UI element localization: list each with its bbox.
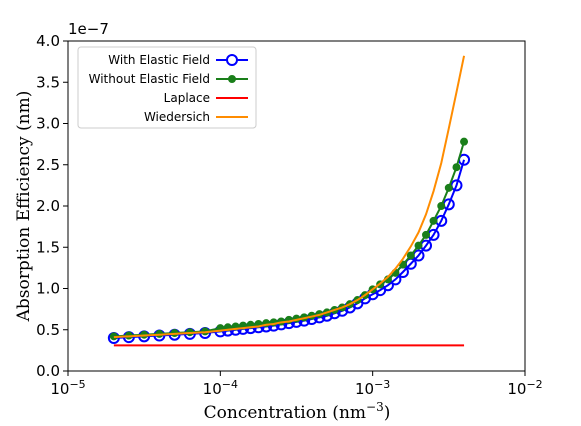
y-tick-label: 1.0 bbox=[36, 280, 60, 298]
data-point bbox=[460, 137, 469, 146]
x-axis-label: Concentration (nm−3) bbox=[204, 400, 391, 423]
x-tick-label: 10−5 bbox=[50, 378, 85, 398]
legend-label: Without Elastic Field bbox=[89, 72, 210, 86]
data-point bbox=[437, 202, 446, 210]
series-line bbox=[113, 55, 466, 339]
legend-label: Wiedersich bbox=[144, 110, 210, 124]
x-tick-base: 10 bbox=[355, 380, 374, 398]
data-point bbox=[406, 251, 415, 260]
y-tick-label: 0.0 bbox=[36, 362, 60, 380]
y-tick-label: 3.0 bbox=[36, 115, 60, 133]
data-point bbox=[429, 216, 438, 225]
x-axis-label-text: Concentration (nm bbox=[204, 403, 366, 423]
y-tick-label: 3.5 bbox=[36, 73, 60, 91]
legend-marker bbox=[226, 54, 238, 66]
y-axis-label: Absorption Efficiency (nm) bbox=[14, 91, 34, 323]
x-tick-base: 10 bbox=[50, 380, 69, 398]
plot-frame bbox=[67, 40, 526, 372]
x-tick-exponent: −3 bbox=[374, 378, 390, 391]
x-tick-exponent: −2 bbox=[526, 378, 542, 391]
legend-label: With Elastic Field bbox=[108, 53, 210, 67]
data-point bbox=[444, 183, 453, 192]
data-point bbox=[414, 241, 423, 250]
y-tick-label: 2.0 bbox=[36, 197, 60, 215]
data-point bbox=[422, 230, 431, 239]
y-tick-label: 1.5 bbox=[36, 238, 60, 256]
x-tick-base: 10 bbox=[203, 380, 222, 398]
legend-marker bbox=[228, 75, 236, 83]
x-tick-label: 10−3 bbox=[355, 378, 390, 398]
x-tick-label: 10−2 bbox=[507, 378, 542, 398]
y-tick-label: 2.5 bbox=[36, 156, 60, 174]
y-tick-label: 4.0 bbox=[36, 32, 60, 50]
x-tick-exponent: −4 bbox=[222, 378, 238, 391]
legend-label: Laplace bbox=[164, 91, 210, 105]
x-tick-exponent: −5 bbox=[69, 378, 85, 391]
x-tick-base: 10 bbox=[507, 380, 526, 398]
y-tick-label: 0.5 bbox=[36, 321, 60, 339]
data-point bbox=[452, 163, 461, 172]
y-offset-label: 1e−7 bbox=[68, 20, 109, 38]
legend-box bbox=[77, 46, 257, 129]
x-axis-label-exponent: −3 bbox=[366, 400, 384, 414]
x-tick-label: 10−4 bbox=[203, 378, 238, 398]
x-axis-label-suffix: ) bbox=[384, 403, 391, 423]
